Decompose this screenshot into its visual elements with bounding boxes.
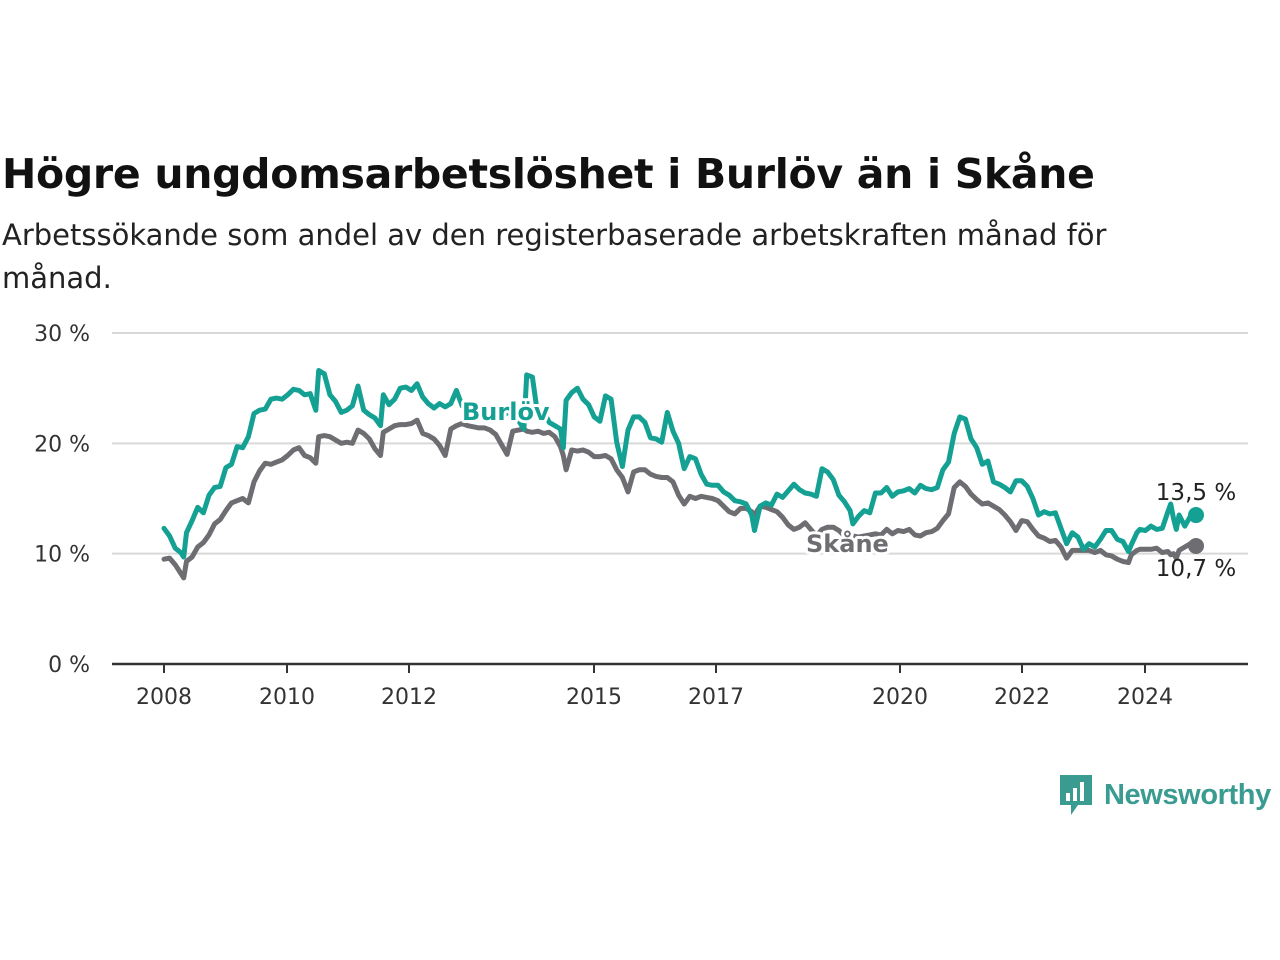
x-tick-label: 2024 [1117, 685, 1173, 710]
x-tick-label: 2008 [136, 685, 192, 710]
end-point-skane [1188, 537, 1204, 554]
chart-title: Högre ungdomsarbetslöshet i Burlöv än i … [2, 150, 1095, 198]
end-label-burlov: 13,5 % [1156, 480, 1236, 506]
svg-text:Skåne: Skåne [806, 529, 889, 558]
x-tick-label: 2020 [872, 685, 928, 710]
y-tick-label: 20 % [34, 432, 90, 457]
end-point-burlov [1188, 507, 1204, 524]
svg-text:Burlöv: Burlöv [462, 398, 550, 426]
x-tick-label: 2010 [259, 685, 315, 710]
series-line-burlov [161, 368, 1199, 560]
end-label-skane: 10,7 % [1156, 556, 1236, 582]
x-tick-label: 2012 [381, 685, 437, 710]
x-axis: 2008 2010 2012 2015 2017 2020 2022 2024 [112, 662, 1248, 710]
x-tick-label: 2017 [688, 685, 744, 710]
series-lines [161, 368, 1204, 581]
newsworthy-brand[interactable]: Newsworthy [1058, 773, 1271, 817]
x-tick-label: 2022 [994, 685, 1050, 710]
brand-name: Newsworthy [1104, 778, 1271, 811]
line-chart: 0 % 10 % 20 % 30 % 2008 2010 2012 2015 2017 2020… [34, 322, 1248, 710]
x-tick-label: 2015 [566, 685, 622, 710]
chart-subtitle: Arbetssökande som andel av den registerb… [2, 218, 1107, 295]
series-line-skane [161, 417, 1199, 581]
y-axis: 0 % 10 % 20 % 30 % [34, 322, 90, 678]
svg-text:Burlöv: Burlöv [462, 398, 550, 426]
y-tick-label: 30 % [34, 322, 90, 347]
svg-text:Skåne: Skåne [806, 529, 889, 558]
y-tick-label: 10 % [34, 543, 90, 568]
y-tick-label: 0 % [48, 653, 90, 678]
newsworthy-logo-icon [1060, 775, 1092, 815]
